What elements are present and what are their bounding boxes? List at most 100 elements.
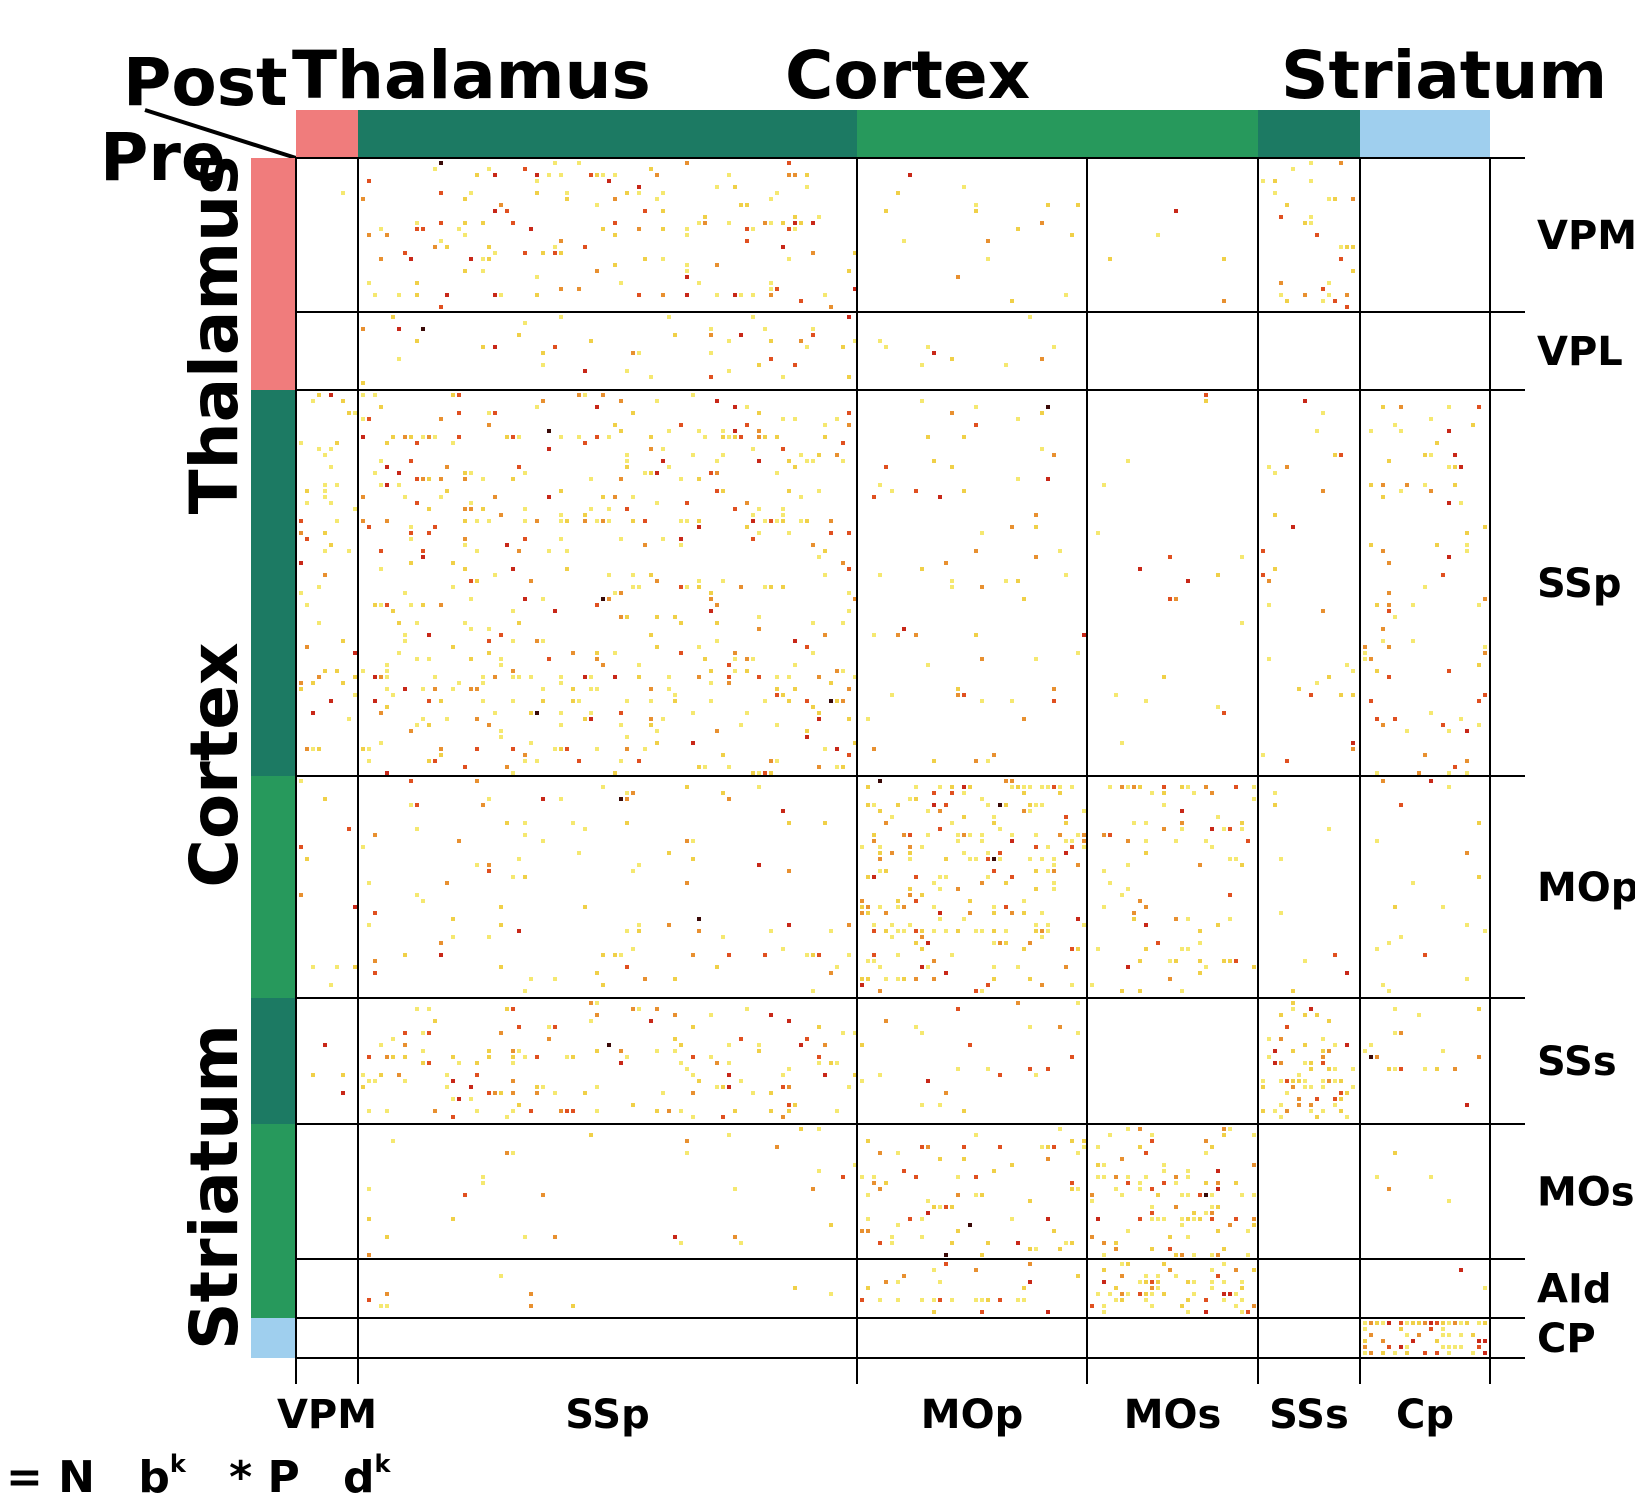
heatmap-cell (1381, 483, 1385, 487)
heatmap-cell (601, 983, 605, 987)
heatmap-cell (1483, 1286, 1487, 1290)
heatmap-cell (781, 245, 785, 249)
heatmap-cell (499, 735, 503, 739)
heatmap-cell (920, 1031, 924, 1035)
heatmap-cell (529, 675, 533, 679)
heatmap-cell (1186, 1310, 1190, 1314)
heatmap-cell (589, 717, 593, 721)
heatmap-cell (950, 785, 954, 789)
left-color-bars (251, 158, 296, 1358)
left-group-label-thalamus: Thalamus (176, 156, 253, 515)
heatmap-cell (1321, 411, 1325, 415)
heatmap-cell (1393, 1151, 1397, 1155)
heatmap-cell (385, 441, 389, 445)
heatmap-cell (1120, 1262, 1124, 1266)
heatmap-cell (835, 453, 839, 457)
heatmap-cell (1210, 1286, 1214, 1290)
heatmap-cell (595, 651, 599, 655)
heatmap-cell (427, 657, 431, 661)
heatmap-cell (697, 519, 701, 523)
heatmap-cell (643, 471, 647, 475)
heatmap-cell (445, 245, 449, 249)
heatmap-cell (847, 423, 851, 427)
heatmap-cell (439, 477, 443, 481)
heatmap-cell (860, 1298, 864, 1302)
heatmap-cell (523, 759, 527, 763)
heatmap-cell (1423, 953, 1427, 957)
heatmap-cell (926, 1145, 930, 1149)
heatmap-cell (625, 929, 629, 933)
heatmap-cell (829, 929, 833, 933)
heatmap-cell (751, 315, 755, 319)
heatmap-cell (962, 791, 966, 795)
heatmap-cell (878, 779, 882, 783)
heatmap-cell (607, 507, 611, 511)
heatmap-cell (956, 1067, 960, 1071)
heatmap-cell (601, 953, 605, 957)
heatmap-cell (361, 495, 365, 499)
heatmap-cell (553, 1235, 557, 1239)
heatmap-cell (353, 693, 357, 697)
heatmap-cell (1273, 191, 1277, 195)
heatmap-cell (1082, 1139, 1086, 1143)
heatmap-cell (805, 729, 809, 733)
heatmap-cell (475, 173, 479, 177)
heatmap-cell (619, 711, 623, 715)
heatmap-cell (1309, 179, 1313, 183)
heatmap-cell (733, 657, 737, 661)
heatmap-cell (451, 645, 455, 649)
heatmap-cell (1046, 845, 1050, 849)
heatmap-cell (529, 1109, 533, 1113)
heatmap-cell (1114, 693, 1118, 697)
heatmap-cell (1321, 1079, 1325, 1083)
heatmap-cell (367, 281, 371, 285)
heatmap-cell (1120, 1298, 1124, 1302)
heatmap-cell (523, 597, 527, 601)
heatmap-cell (613, 233, 617, 237)
heatmap-cell (1198, 1217, 1202, 1221)
heatmap-cell (715, 293, 719, 297)
heatmap-cell (571, 1055, 575, 1059)
heatmap-cell (962, 785, 966, 789)
heatmap-cell (655, 197, 659, 201)
heatmap-cell (397, 327, 401, 331)
heatmap-cell (469, 1097, 473, 1101)
heatmap-cell (697, 929, 701, 933)
heatmap-cell (829, 531, 833, 535)
heatmap-cell (1435, 543, 1439, 547)
heatmap-cell (679, 1061, 683, 1065)
heatmap-cell (421, 549, 425, 553)
heatmap-cell (367, 923, 371, 927)
heatmap-cell (932, 959, 936, 963)
heatmap-cell (896, 633, 900, 637)
heatmap-cell (715, 471, 719, 475)
heatmap-cell (481, 1181, 485, 1185)
heatmap-cell (403, 435, 407, 439)
heatmap-cell (1363, 1049, 1367, 1053)
heatmap-cell (487, 423, 491, 427)
heatmap-cell (505, 1151, 509, 1155)
heatmap-cell (944, 803, 948, 807)
heatmap-cell (361, 519, 365, 523)
heatmap-cell (1222, 1280, 1226, 1284)
heatmap-cell (643, 977, 647, 981)
heatmap-cell (950, 821, 954, 825)
heatmap-cell (517, 1049, 521, 1053)
heatmap-cell (1034, 869, 1038, 873)
heatmap-cell (415, 893, 419, 897)
heatmap-cell (1309, 215, 1313, 219)
heatmap-cell (1267, 465, 1271, 469)
heatmap-cell (317, 675, 321, 679)
heatmap-cell (769, 281, 773, 285)
heatmap-cell (559, 1109, 563, 1113)
heatmap-cell (487, 257, 491, 261)
heatmap-cell (361, 393, 365, 397)
heatmap-cell (890, 693, 894, 697)
heatmap-cell (1216, 1169, 1220, 1173)
heatmap-cell (299, 441, 303, 445)
heatmap-cell (938, 875, 942, 879)
heatmap-cell (1351, 197, 1355, 201)
heatmap-cell (1090, 1193, 1094, 1197)
heatmap-cell (499, 657, 503, 661)
heatmap-cell (727, 369, 731, 373)
